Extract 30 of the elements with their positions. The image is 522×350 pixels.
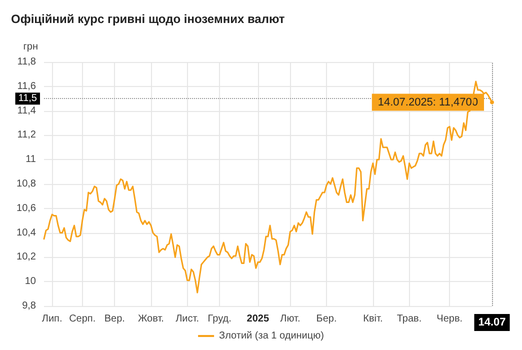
y-tick-label: 10,6 bbox=[16, 202, 36, 214]
y-tick-label: 11,8 bbox=[17, 56, 36, 68]
x-tick-label: Бер. bbox=[316, 314, 337, 324]
y-tick-label: 10,4 bbox=[16, 227, 36, 238]
x-tick-label: Серп. bbox=[69, 314, 96, 324]
x-tick-label: Трав. bbox=[396, 314, 422, 324]
x-tick-label: Лист. bbox=[176, 314, 199, 324]
x-tick-label: Квіт. bbox=[363, 314, 383, 324]
y-tick-label: 10,2 bbox=[16, 252, 36, 263]
y-axis-title: грн bbox=[23, 42, 38, 52]
x-tick-label: Жовт. bbox=[138, 314, 164, 324]
y-tick-label: 10 bbox=[24, 276, 36, 288]
x-tick-label: Груд. bbox=[208, 314, 232, 324]
legend-label: Злотий (за 1 одиницю) bbox=[219, 330, 324, 342]
x-tick-label: Черв. bbox=[436, 314, 463, 324]
y-tick-label: 9,8 bbox=[22, 300, 36, 312]
y-tick-label: 11,2 bbox=[17, 130, 36, 141]
y-tick-label: 10,8 bbox=[16, 178, 36, 190]
ref-line-label: 11,5 bbox=[18, 93, 38, 104]
y-tick-label: 11,4 bbox=[17, 105, 36, 116]
annotation: 14.07.2025: 11,4700 bbox=[378, 96, 478, 108]
chart-title: Офіційний курс гривні щодо іноземних валют bbox=[11, 12, 285, 26]
x-tick-label: Лют. bbox=[280, 314, 300, 324]
x-tick-label: 2025 bbox=[246, 314, 270, 324]
y-tick-label: 11 bbox=[26, 154, 36, 166]
x-tick-label: Лип. bbox=[42, 314, 62, 324]
line-series bbox=[43, 80, 494, 294]
x-tick-label: 14.07 bbox=[478, 316, 506, 328]
y-tick-label: 11,6 bbox=[17, 80, 36, 92]
x-tick-label: Вер. bbox=[104, 314, 125, 324]
